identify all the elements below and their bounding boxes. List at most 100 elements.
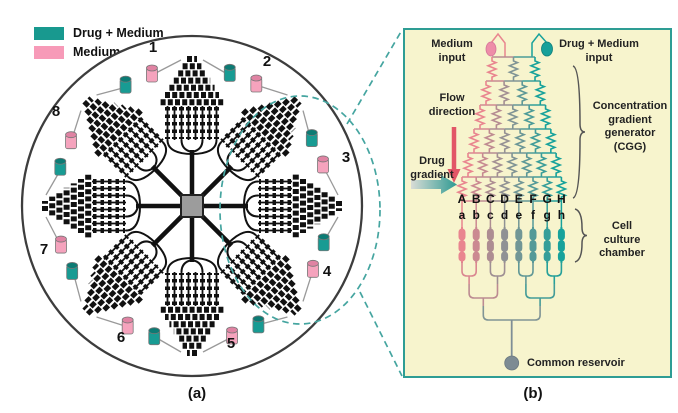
radial-unit xyxy=(72,212,186,328)
serpentine-channel xyxy=(497,81,511,105)
serpentine-channel xyxy=(470,177,483,201)
medium-input-cylinder xyxy=(307,259,319,278)
central-common-reservoir xyxy=(180,194,204,218)
chamber-letter-C: C xyxy=(486,192,495,206)
chamber-letter-g: g xyxy=(543,208,551,222)
unit-number-5: 5 xyxy=(226,335,236,352)
cgg-network xyxy=(455,32,568,202)
chamber-letter-H: H xyxy=(557,192,566,206)
serpentine-channel xyxy=(461,153,475,177)
gradient-generator-diagram xyxy=(411,32,588,371)
serpentine-channel xyxy=(535,153,548,177)
unit-number-2: 2 xyxy=(262,53,272,70)
zoom-ellipse xyxy=(219,95,381,325)
serpentine-channel xyxy=(512,177,525,201)
serpentine-channel xyxy=(549,153,563,177)
serpentine-channel xyxy=(544,129,557,153)
unit-number-3: 3 xyxy=(341,149,351,166)
serpentine-channel xyxy=(539,105,552,129)
chamber-letter-E: E xyxy=(514,192,523,206)
zoom-connector-line xyxy=(359,291,403,377)
serpentine-channel xyxy=(555,177,568,201)
serpentine-channel xyxy=(476,153,489,177)
serpentine-channel xyxy=(534,81,547,105)
medium-color-swatch xyxy=(34,45,64,59)
serpentine-channel xyxy=(473,105,487,129)
medium-input-cylinder xyxy=(121,316,134,335)
serpentine-channel xyxy=(467,129,481,153)
unit-number-4: 4 xyxy=(322,263,332,280)
chamber-letter-e: e xyxy=(515,208,523,222)
serpentine-channel xyxy=(484,177,497,201)
brace xyxy=(572,65,586,199)
serpentine-channel xyxy=(529,129,542,153)
drug-medium-color-swatch xyxy=(34,26,64,40)
cell-culture-chambers xyxy=(458,201,565,263)
medium-input-cylinder xyxy=(226,326,238,345)
medium-input-cylinder xyxy=(65,131,77,150)
zoomed-unit-panel: Medium input Drug + Medium input Flow di… xyxy=(403,28,672,378)
radial-unit xyxy=(198,84,312,200)
chamber-letter-A: A xyxy=(457,192,467,206)
flow-direction-label: Flow direction xyxy=(428,92,476,118)
serpentine-channel xyxy=(516,81,529,105)
radial-unit xyxy=(42,168,181,247)
legend-item-medium: Medium xyxy=(34,45,164,59)
serpentine-channel xyxy=(513,129,527,153)
unit-number-7: 7 xyxy=(39,241,49,258)
cgg-label: Concentration gradient generator (CGG) xyxy=(592,100,668,153)
serpentine-channel xyxy=(507,57,520,81)
drug-medium-input-port xyxy=(541,41,553,57)
drug-medium-input-label: Drug + Medium input xyxy=(559,38,639,64)
serpentine-channel xyxy=(491,153,504,177)
chamber-letter-a: a xyxy=(458,208,466,222)
serpentine-channel xyxy=(483,129,496,153)
common-reservoir-port xyxy=(504,355,520,371)
chamber-letter-h: h xyxy=(557,208,566,222)
merge-tree xyxy=(461,262,563,371)
medium-input-cylinder xyxy=(55,235,67,254)
serpentine-channel xyxy=(526,177,540,201)
serpentine-channel xyxy=(520,153,533,177)
zoom-connector-line xyxy=(346,29,403,125)
brace xyxy=(574,208,588,263)
drug-medium-input-cylinder xyxy=(148,327,161,346)
radial-unit xyxy=(154,217,233,356)
chamber-letter-d: d xyxy=(500,208,509,222)
legend-label: Medium xyxy=(73,45,121,59)
chamber-letter-G: G xyxy=(542,192,552,206)
serpentine-channel xyxy=(506,105,519,129)
legend-label: Drug + Medium xyxy=(73,26,164,40)
drug-gradient-label: Drug gradient xyxy=(410,155,454,181)
serpentine-channel xyxy=(528,57,542,81)
unit-number-6: 6 xyxy=(116,329,126,346)
panel-b-label: (b) xyxy=(523,385,543,402)
radial-unit xyxy=(151,56,230,195)
serpentine-channel xyxy=(523,105,536,129)
serpentine-channel xyxy=(498,177,511,201)
drug-medium-input-cylinder xyxy=(54,157,67,176)
serpentine-channel xyxy=(485,57,499,81)
medium-input-cylinder xyxy=(146,64,158,83)
unit-number-1: 1 xyxy=(148,39,158,56)
serpentine-channel xyxy=(490,105,503,129)
medium-input-port xyxy=(485,41,497,57)
medium-input-cylinder xyxy=(250,74,263,93)
radial-unit xyxy=(203,165,342,244)
chamber-letter-c: c xyxy=(487,208,494,222)
drug-medium-input-cylinder xyxy=(252,315,265,334)
drug-medium-input-cylinder xyxy=(66,262,79,280)
drug-medium-input-cylinder xyxy=(305,129,318,147)
legend: Drug + Medium Medium xyxy=(34,26,164,64)
flow-direction-arrow xyxy=(447,127,461,183)
legend-item-drug-medium: Drug + Medium xyxy=(34,26,164,40)
chamber-letter-B: B xyxy=(471,192,481,206)
cell-culture-chamber-label: Cell culture chamber xyxy=(599,220,645,259)
medium-input-label: Medium input xyxy=(431,38,473,64)
drug-medium-input-cylinder xyxy=(119,75,132,94)
panel-a-label: (a) xyxy=(187,385,207,402)
serpentine-channel xyxy=(455,177,469,201)
radial-unit xyxy=(70,86,186,200)
